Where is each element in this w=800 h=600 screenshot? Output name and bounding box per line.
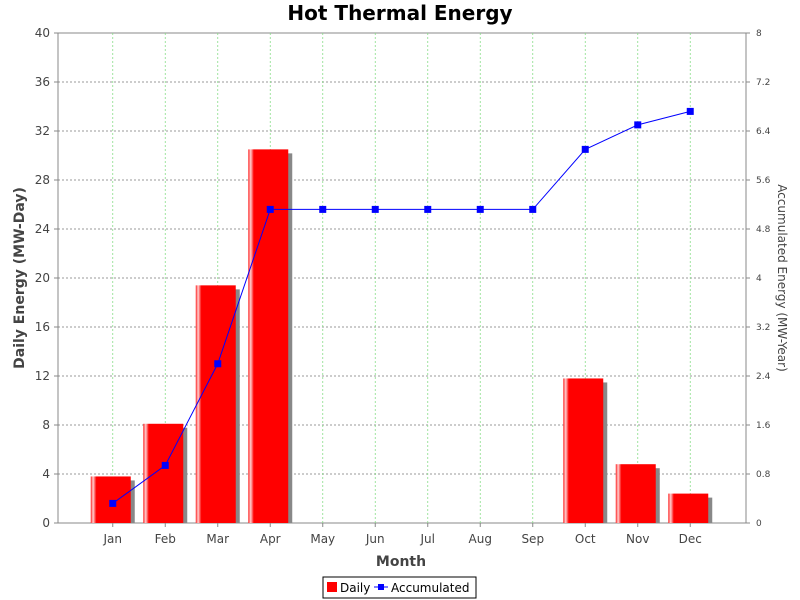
accumulated-point-feb	[161, 461, 169, 469]
accumulated-line	[112, 110, 691, 504]
x-tick-label: Mar	[206, 532, 229, 546]
legend-swatch-daily	[327, 582, 337, 592]
x-tick-label: Feb	[155, 532, 176, 546]
legend-label-daily: Daily	[340, 581, 370, 595]
y2-tick-label: 1.6	[756, 421, 771, 431]
y-tick-label: 24	[35, 222, 50, 236]
accumulated-point-dec	[686, 107, 694, 115]
left-axis-ticks: 0 4 8 12 16 20 24 28 32 36 40	[35, 26, 58, 530]
legend-label-accumulated: Accumulated	[391, 581, 470, 595]
y-tick-label: 4	[42, 467, 50, 481]
y-axis-label: Daily Energy (MW-Day)	[12, 187, 28, 369]
y-tick-label: 0	[42, 516, 50, 530]
legend: Daily Accumulated	[322, 576, 477, 599]
bar-dec	[668, 493, 709, 523]
accumulated-point-may	[319, 205, 327, 213]
bar-feb	[143, 423, 184, 523]
y-tick-label: 40	[35, 26, 50, 40]
x-axis-label: Month	[376, 554, 426, 570]
accumulated-point-jul	[424, 205, 432, 213]
y2-tick-label: 2.4	[756, 372, 771, 382]
y2-tick-label: 6.4	[756, 127, 771, 137]
bar-apr	[248, 149, 289, 523]
x-axis-ticks: Jan Feb Mar Apr May Jun Jul Aug Sep Oct Nov Dec	[103, 523, 702, 546]
accumulated-point-sep	[529, 205, 537, 213]
y2-tick-label: 5.6	[756, 176, 771, 186]
y-tick-label: 20	[35, 271, 50, 285]
x-tick-label: Jun	[365, 532, 385, 546]
accumulated-point-oct	[581, 145, 589, 153]
bar-series	[90, 149, 713, 523]
y-tick-label: 28	[35, 173, 50, 187]
x-tick-label: Aug	[469, 532, 492, 546]
bar-nov	[615, 464, 656, 523]
x-tick-label: Dec	[679, 532, 702, 546]
legend-box	[322, 576, 477, 599]
x-tick-label: May	[310, 532, 335, 546]
bar-jan	[90, 476, 131, 523]
y2-tick-label: 4.8	[756, 225, 771, 235]
y-tick-label: 8	[42, 418, 50, 432]
x-tick-label: Jul	[420, 532, 435, 546]
y-tick-label: 36	[35, 75, 50, 89]
y-tick-label: 32	[35, 124, 50, 138]
accumulated-point-jun	[371, 205, 379, 213]
accumulated-point-nov	[634, 121, 642, 129]
bar-mar	[195, 285, 236, 523]
accumulated-point-aug	[476, 205, 484, 213]
x-tick-label: Oct	[575, 532, 596, 546]
x-tick-label: Apr	[260, 532, 281, 546]
y2-tick-label: 7.2	[756, 78, 770, 88]
y2-tick-label: 0.8	[756, 470, 771, 480]
accumulated-point-jan	[109, 499, 117, 507]
y2-tick-label: 3.2	[756, 323, 770, 333]
x-tick-label: Jan	[103, 532, 123, 546]
legend-marker-accumulated	[378, 584, 384, 590]
right-axis-ticks: 0 0.8 1.6 2.4 3.2 4 4.8 5.6 6.4 7.2 8	[746, 29, 771, 529]
accumulated-point-mar	[214, 360, 222, 368]
chart-title: Hot Thermal Energy	[287, 1, 512, 25]
y2-tick-label: 8	[756, 29, 762, 39]
y-tick-label: 16	[35, 320, 50, 334]
y2-tick-label: 0	[756, 519, 762, 529]
y2-axis-label: Accumulated Energy (MW-Year)	[775, 184, 789, 372]
accumulated-point-apr	[266, 205, 274, 213]
line-series	[109, 107, 694, 507]
y2-tick-label: 4	[756, 274, 762, 284]
x-tick-label: Nov	[626, 532, 649, 546]
x-tick-label: Sep	[521, 532, 544, 546]
y-tick-label: 12	[35, 369, 50, 383]
bar-oct	[563, 378, 604, 523]
